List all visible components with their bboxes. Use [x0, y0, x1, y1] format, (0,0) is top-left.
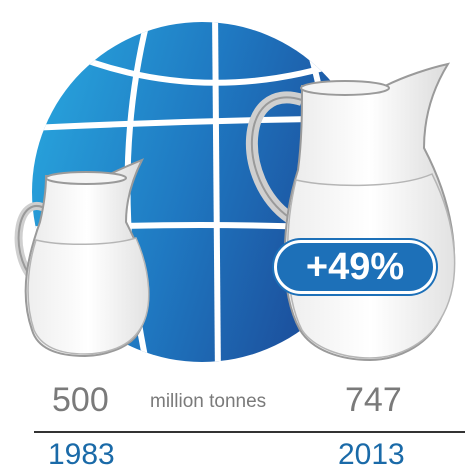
change-badge: +49% — [274, 240, 436, 294]
right-year: 2013 — [338, 438, 405, 471]
left-value: 500 — [52, 381, 109, 419]
divider — [34, 431, 465, 433]
illustration — [14, 22, 456, 362]
unit-label: million tonnes — [150, 391, 267, 412]
small-milk-jug-icon — [14, 158, 150, 358]
right-value: 747 — [345, 381, 402, 419]
left-year: 1983 — [48, 438, 115, 471]
